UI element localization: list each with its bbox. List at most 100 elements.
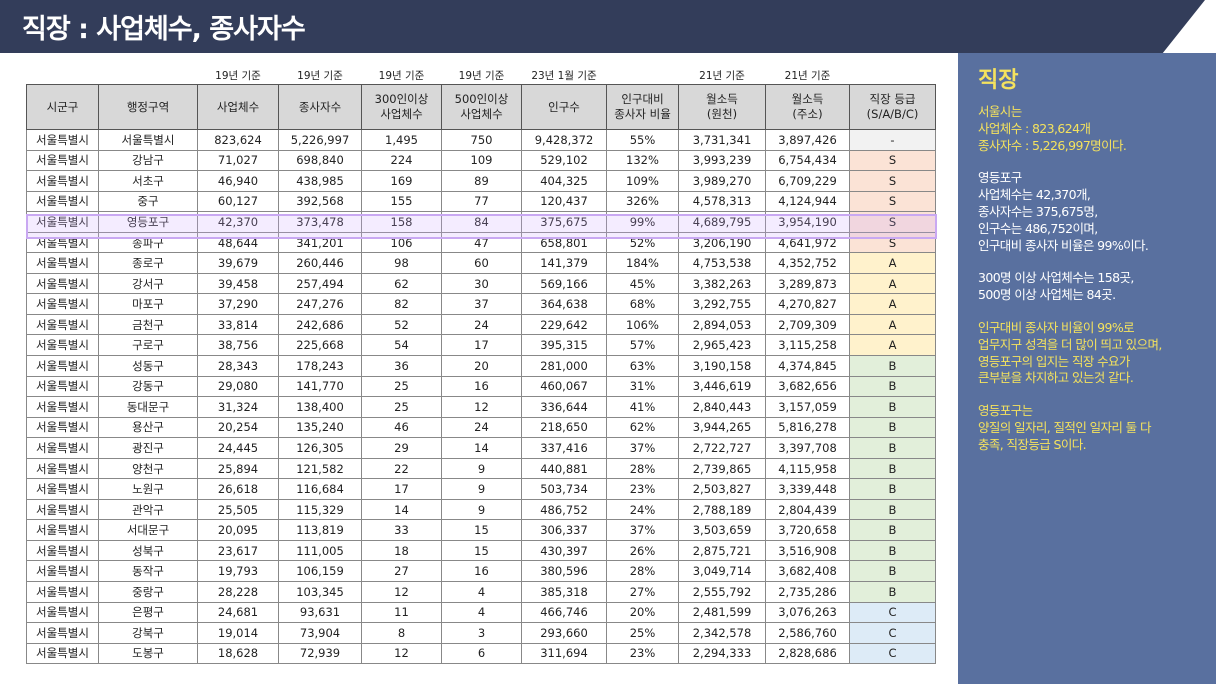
table-cell: 28% xyxy=(606,560,679,583)
table-cell: 31% xyxy=(606,375,679,398)
table-cell: 14 xyxy=(441,437,522,459)
table-cell: 2,828,686 xyxy=(765,642,850,665)
table-cell: 24,445 xyxy=(197,437,279,459)
table-cell: 89 xyxy=(441,170,522,192)
table-cell: 19,793 xyxy=(197,560,279,583)
table-cell: 22 xyxy=(361,457,442,480)
table-cell: 동작구 xyxy=(98,560,198,583)
table-cell: 영등포구 xyxy=(98,211,198,233)
table-cell: 2,555,792 xyxy=(678,581,766,603)
table-cell: 2,722,727 xyxy=(678,437,766,459)
table-cell: 강서구 xyxy=(98,272,198,295)
table-cell: 4,689,795 xyxy=(678,211,766,233)
table-cell: 823,624 xyxy=(197,129,279,151)
table-cell: 6,754,434 xyxy=(765,149,850,172)
table-cell: 158 xyxy=(361,211,442,233)
side-panel-paragraph: 인구대비 종사자 비율이 99%로 업무지구 성격을 더 많이 띄고 있으며, 영등… xyxy=(978,320,1210,387)
table-cell: 24% xyxy=(606,498,679,521)
table-cell: 31,324 xyxy=(197,396,279,418)
table-cell: 3,397,708 xyxy=(765,437,850,459)
column-header: 500인이상 사업체수 xyxy=(441,84,522,130)
grade-cell: C xyxy=(849,622,936,644)
table-cell: 24,681 xyxy=(197,601,279,624)
table-cell: 서울특별시 xyxy=(26,478,99,500)
table-cell: 관악구 xyxy=(98,498,198,521)
table-cell: 구로구 xyxy=(98,334,198,357)
table-cell: 242,686 xyxy=(278,313,362,336)
table-cell: 9 xyxy=(441,457,522,480)
table-row: 서울특별시 동작구 19,793 106,159 27 16 380,596 28% 3,049… xyxy=(26,560,936,583)
grade-cell: A xyxy=(849,313,936,336)
table-cell: 서울특별시 xyxy=(26,560,99,583)
table-cell: 25,894 xyxy=(197,457,279,480)
table-cell: 42,370 xyxy=(197,211,279,233)
column-header-line: 시군구 xyxy=(46,99,79,114)
table-cell: 3 xyxy=(441,622,522,644)
table-cell: 28,343 xyxy=(197,355,279,377)
table-body: 서울특별시 서울특별시 823,624 5,226,997 1,495 750 9,428,… xyxy=(26,129,936,665)
table-cell: 3,944,265 xyxy=(678,416,766,439)
basis-cell xyxy=(98,66,198,85)
side-panel-line: 업무지구 성격을 더 많이 띄고 있으며, xyxy=(978,336,1162,352)
table-cell: 120,437 xyxy=(521,190,607,213)
table-cell: 3,292,755 xyxy=(678,293,766,315)
grade-cell: C xyxy=(849,601,936,624)
table-cell: 529,102 xyxy=(521,149,607,172)
table-cell: 서울특별시 xyxy=(26,519,99,541)
table-cell: 서울특별시 xyxy=(26,334,99,357)
grade-cell: B xyxy=(849,375,936,398)
table-cell: 47 xyxy=(441,231,522,254)
table-cell: 184% xyxy=(606,252,679,274)
grade-cell: B xyxy=(849,478,936,500)
table-cell: 17 xyxy=(441,334,522,357)
table-row: 서울특별시 용산구 20,254 135,240 46 24 218,650 62% 3,944… xyxy=(26,416,936,439)
table-cell: 서울특별시 xyxy=(26,231,99,254)
table-cell: 3,954,190 xyxy=(765,211,850,233)
table-cell: 서울특별시 xyxy=(26,396,99,418)
grade-cell: A xyxy=(849,252,936,274)
table-cell: 135,240 xyxy=(278,416,362,439)
table-cell: 서대문구 xyxy=(98,519,198,541)
table-cell: 63% xyxy=(606,355,679,377)
table-cell: 26,618 xyxy=(197,478,279,500)
table-cell: 3,897,426 xyxy=(765,129,850,151)
table-row: 서울특별시 관악구 25,505 115,329 14 9 486,752 24% 2,788,… xyxy=(26,498,936,521)
table-row: 서울특별시 중구 60,127 392,568 155 77 120,437 326% 4,57… xyxy=(26,190,936,213)
table-cell: 169 xyxy=(361,170,442,192)
column-header: 인구대비 종사자 비율 xyxy=(606,84,679,130)
grade-cell: A xyxy=(849,293,936,315)
table-cell: 12 xyxy=(361,642,442,665)
table-cell: 서초구 xyxy=(98,170,198,192)
column-header: 300인이상 사업체수 xyxy=(361,84,442,130)
table-cell: 373,478 xyxy=(278,211,362,233)
table-cell: 2,965,423 xyxy=(678,334,766,357)
column-header-line: 종사자 비율 xyxy=(614,107,671,121)
table-cell: 서울특별시 xyxy=(26,129,99,151)
table-cell: 3,076,263 xyxy=(765,601,850,624)
column-header-line: 인구수 xyxy=(548,99,580,114)
table-cell: 466,746 xyxy=(521,601,607,624)
table-cell: 3,993,239 xyxy=(678,149,766,172)
table-cell: 서울특별시 xyxy=(26,642,99,665)
table-cell: 서울특별시 xyxy=(26,601,99,624)
table-cell: 106,159 xyxy=(278,560,362,583)
table-cell: 9,428,372 xyxy=(521,129,607,151)
table-cell: 3,289,873 xyxy=(765,272,850,295)
grade-cell: B xyxy=(849,416,936,439)
table-cell: 2,735,286 xyxy=(765,581,850,603)
table-cell: 3,206,190 xyxy=(678,231,766,254)
grade-cell: B xyxy=(849,519,936,541)
table-cell: 2,840,443 xyxy=(678,396,766,418)
table-cell: 12 xyxy=(361,581,442,603)
grade-cell: B xyxy=(849,581,936,603)
table-cell: 24 xyxy=(441,313,522,336)
table-cell: 4,115,958 xyxy=(765,457,850,480)
column-header-line: 사업체수 xyxy=(380,107,423,121)
table-cell: 서울특별시 xyxy=(26,149,99,172)
table-row: 서울특별시 마포구 37,290 247,276 82 37 364,638 68% 3,292… xyxy=(26,293,936,315)
table-row: 서울특별시 강남구 71,027 698,840 224 109 529,102 132% 3,… xyxy=(26,149,936,172)
table-cell: 392,568 xyxy=(278,190,362,213)
table-cell: 141,379 xyxy=(521,252,607,274)
table-cell: 서울특별시 xyxy=(26,622,99,644)
table-cell: 강북구 xyxy=(98,622,198,644)
